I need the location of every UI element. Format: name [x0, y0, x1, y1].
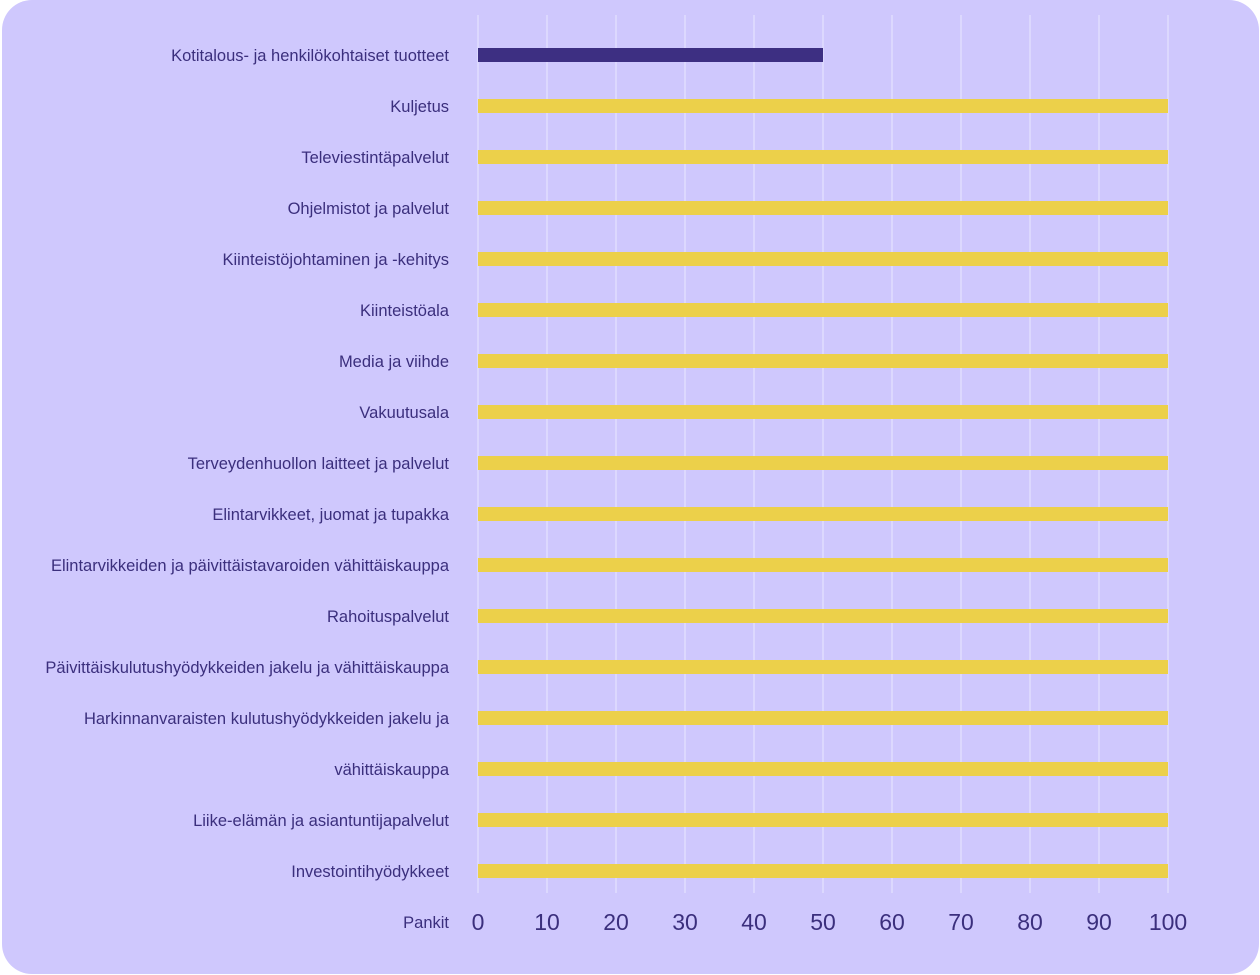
bar: [478, 609, 1168, 623]
x-axis-title: Pankit: [403, 914, 449, 932]
x-tick-label: 20: [603, 909, 629, 935]
bar: [478, 813, 1168, 827]
category-label: Elintarvikkeiden ja päivittäistavaroiden…: [51, 557, 450, 575]
bars: [478, 48, 1168, 878]
x-tick-label: 70: [948, 909, 974, 935]
category-label: Harkinnanvaraisten kulutushyödykkeiden j…: [84, 710, 450, 728]
bar: [478, 405, 1168, 419]
bar: [478, 711, 1168, 725]
x-tick-label: 0: [472, 909, 485, 935]
bar: [478, 507, 1168, 521]
category-labels: Kotitalous- ja henkilökohtaiset tuotteet…: [45, 47, 449, 881]
bar: [478, 150, 1168, 164]
bar: [478, 99, 1168, 113]
bar: [478, 201, 1168, 215]
category-label: Televiestintäpalvelut: [301, 149, 449, 167]
x-axis-ticks: 0 10 20 30 40 50 60 70 80 90 100: [472, 909, 1188, 935]
bar: [478, 762, 1168, 776]
x-tick-label: 40: [741, 909, 767, 935]
category-label: Elintarvikkeet, juomat ja tupakka: [212, 506, 449, 524]
x-tick-label: 90: [1086, 909, 1112, 935]
category-label: Kiinteistöala: [360, 302, 450, 320]
bar: [478, 354, 1168, 368]
bar: [478, 456, 1168, 470]
grid-lines: [477, 15, 1169, 893]
x-tick-label: 30: [672, 909, 698, 935]
category-label: Investointihyödykkeet: [291, 863, 449, 881]
bar: [478, 48, 823, 62]
bar: [478, 303, 1168, 317]
category-label: Media ja viihde: [339, 353, 449, 371]
bar: [478, 558, 1168, 572]
x-tick-label: 100: [1149, 909, 1187, 935]
category-label: Kuljetus: [390, 98, 449, 116]
bar: [478, 660, 1168, 674]
category-label: vähittäiskauppa: [334, 761, 449, 779]
bar: [478, 252, 1168, 266]
x-tick-label: 60: [879, 909, 905, 935]
x-tick-label: 50: [810, 909, 836, 935]
category-label: Rahoituspalvelut: [327, 608, 449, 626]
category-label: Vakuutusala: [359, 404, 449, 422]
category-label: Ohjelmistot ja palvelut: [288, 200, 450, 218]
x-tick-label: 80: [1017, 909, 1043, 935]
category-label: Terveydenhuollon laitteet ja palvelut: [188, 455, 450, 473]
category-label: Kotitalous- ja henkilökohtaiset tuotteet: [171, 47, 449, 65]
category-label: Päivittäiskulutushyödykkeiden jakelu ja …: [45, 659, 449, 677]
category-label: Kiinteistöjohtaminen ja -kehitys: [222, 251, 449, 269]
bar: [478, 864, 1168, 878]
category-label: Liike-elämän ja asiantuntijapalvelut: [193, 812, 449, 830]
x-tick-label: 10: [534, 909, 560, 935]
